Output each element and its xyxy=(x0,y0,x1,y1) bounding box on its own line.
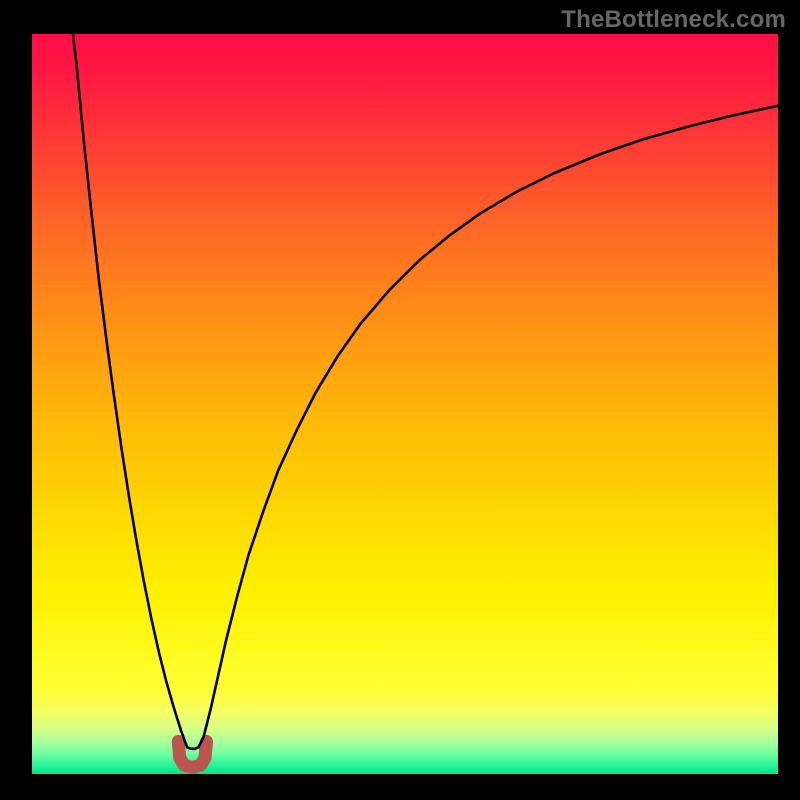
bottleneck-chart xyxy=(0,0,800,800)
watermark-text: TheBottleneck.com xyxy=(561,6,786,34)
plot-background xyxy=(32,34,778,774)
stage: TheBottleneck.com xyxy=(0,0,800,800)
